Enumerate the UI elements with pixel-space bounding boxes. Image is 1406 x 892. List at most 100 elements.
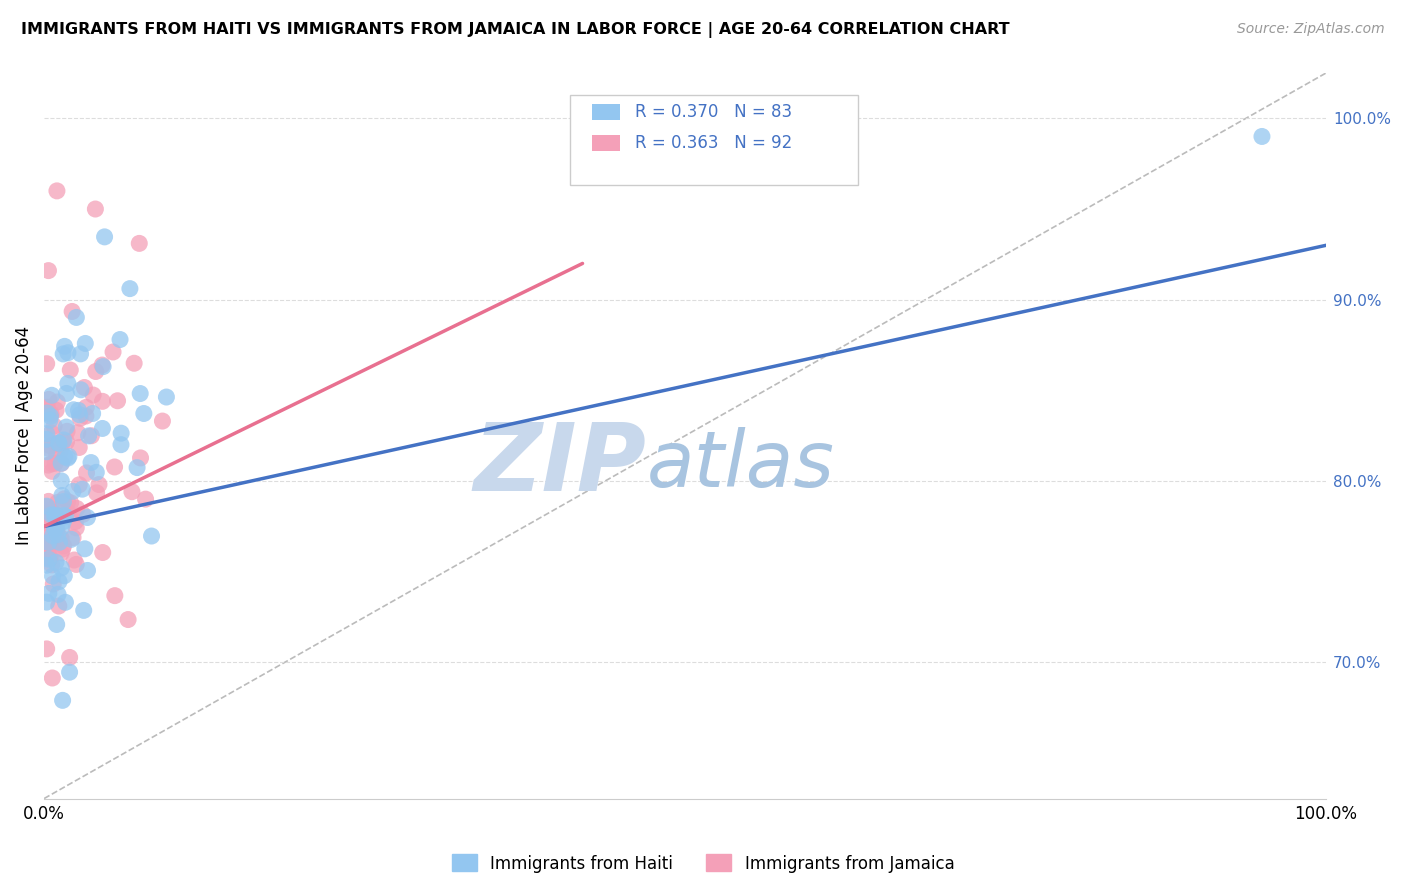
Point (41, 671, 63, 685)
Point (56, 376, 79, 391)
Text: Source: ZipAtlas.com: Source: ZipAtlas.com (1237, 22, 1385, 37)
Point (46, 587, 69, 601)
Point (65, 558, 87, 572)
Point (35, 500, 58, 514)
Point (41, 514, 63, 528)
Point (45, 448, 67, 462)
FancyBboxPatch shape (592, 136, 620, 152)
Point (45, 403, 67, 417)
Point (91, 358, 114, 372)
Point (45, 525, 67, 540)
Point (91, 394, 114, 409)
Point (49, 531, 72, 545)
Point (60, 304, 83, 318)
Point (72, 508, 94, 522)
Point (41, 457, 63, 471)
Point (84, 466, 107, 480)
Point (52, 539, 75, 553)
Point (108, 333, 131, 347)
Point (82, 388, 104, 402)
Point (72, 482, 94, 496)
Point (91, 359, 114, 374)
Point (52, 433, 75, 447)
Point (53, 450, 76, 464)
Point (128, 236, 150, 251)
Point (38, 413, 60, 427)
Point (37, 530, 59, 544)
Point (37, 263, 59, 277)
Point (129, 450, 152, 465)
Point (44, 437, 66, 451)
Point (53, 568, 76, 582)
Point (45, 519, 67, 533)
Point (48, 436, 70, 450)
Point (122, 356, 145, 370)
FancyBboxPatch shape (592, 104, 620, 120)
Point (44, 456, 66, 470)
Point (56, 425, 79, 439)
Point (49, 546, 72, 560)
Point (35, 516, 58, 530)
Point (152, 414, 174, 428)
Point (73, 603, 96, 617)
Point (117, 613, 139, 627)
Point (49, 444, 72, 458)
Point (35, 529, 58, 543)
Text: R = 0.370   N = 83: R = 0.370 N = 83 (636, 103, 792, 121)
Point (76, 510, 98, 524)
Point (82, 407, 104, 421)
Point (35, 641, 58, 656)
Point (55, 509, 77, 524)
Point (37, 545, 59, 559)
Point (38, 392, 60, 407)
Point (62, 402, 84, 417)
Point (59, 363, 82, 377)
Point (1251, 129, 1274, 144)
Point (51, 488, 73, 502)
Point (53, 339, 76, 353)
Point (59, 496, 82, 510)
Point (37, 458, 59, 472)
Point (67, 403, 90, 417)
Point (107, 393, 129, 408)
Text: IMMIGRANTS FROM HAITI VS IMMIGRANTS FROM JAMAICA IN LABOR FORCE | AGE 20-64 CORR: IMMIGRANTS FROM HAITI VS IMMIGRANTS FROM… (21, 22, 1010, 38)
Point (121, 484, 143, 499)
Point (110, 426, 132, 441)
Point (58, 665, 80, 680)
Point (104, 589, 127, 603)
Point (52, 435, 75, 450)
Point (129, 386, 152, 401)
Point (91, 545, 114, 559)
Point (46, 495, 69, 509)
Point (51, 474, 73, 488)
Text: atlas: atlas (647, 426, 835, 503)
Point (87, 477, 110, 491)
Point (41, 529, 63, 543)
Point (46, 527, 69, 541)
Point (38, 508, 60, 523)
Point (48, 535, 70, 549)
Point (93, 230, 115, 244)
Point (80, 429, 103, 443)
Point (41, 536, 63, 550)
Point (37, 406, 59, 420)
Point (63, 553, 86, 567)
Point (70, 383, 93, 397)
Point (35, 595, 58, 609)
Point (41, 502, 63, 516)
Point (55, 420, 77, 434)
Point (127, 460, 149, 475)
Point (103, 460, 125, 475)
Point (41, 558, 63, 572)
Point (67, 477, 90, 491)
Point (62, 484, 84, 499)
Point (56, 505, 79, 519)
Point (56, 494, 79, 508)
Point (48, 574, 70, 589)
Point (51, 456, 73, 470)
Point (52, 515, 75, 529)
Point (84, 202, 107, 216)
Point (53, 491, 76, 506)
Point (76, 564, 98, 578)
Point (55, 386, 77, 401)
